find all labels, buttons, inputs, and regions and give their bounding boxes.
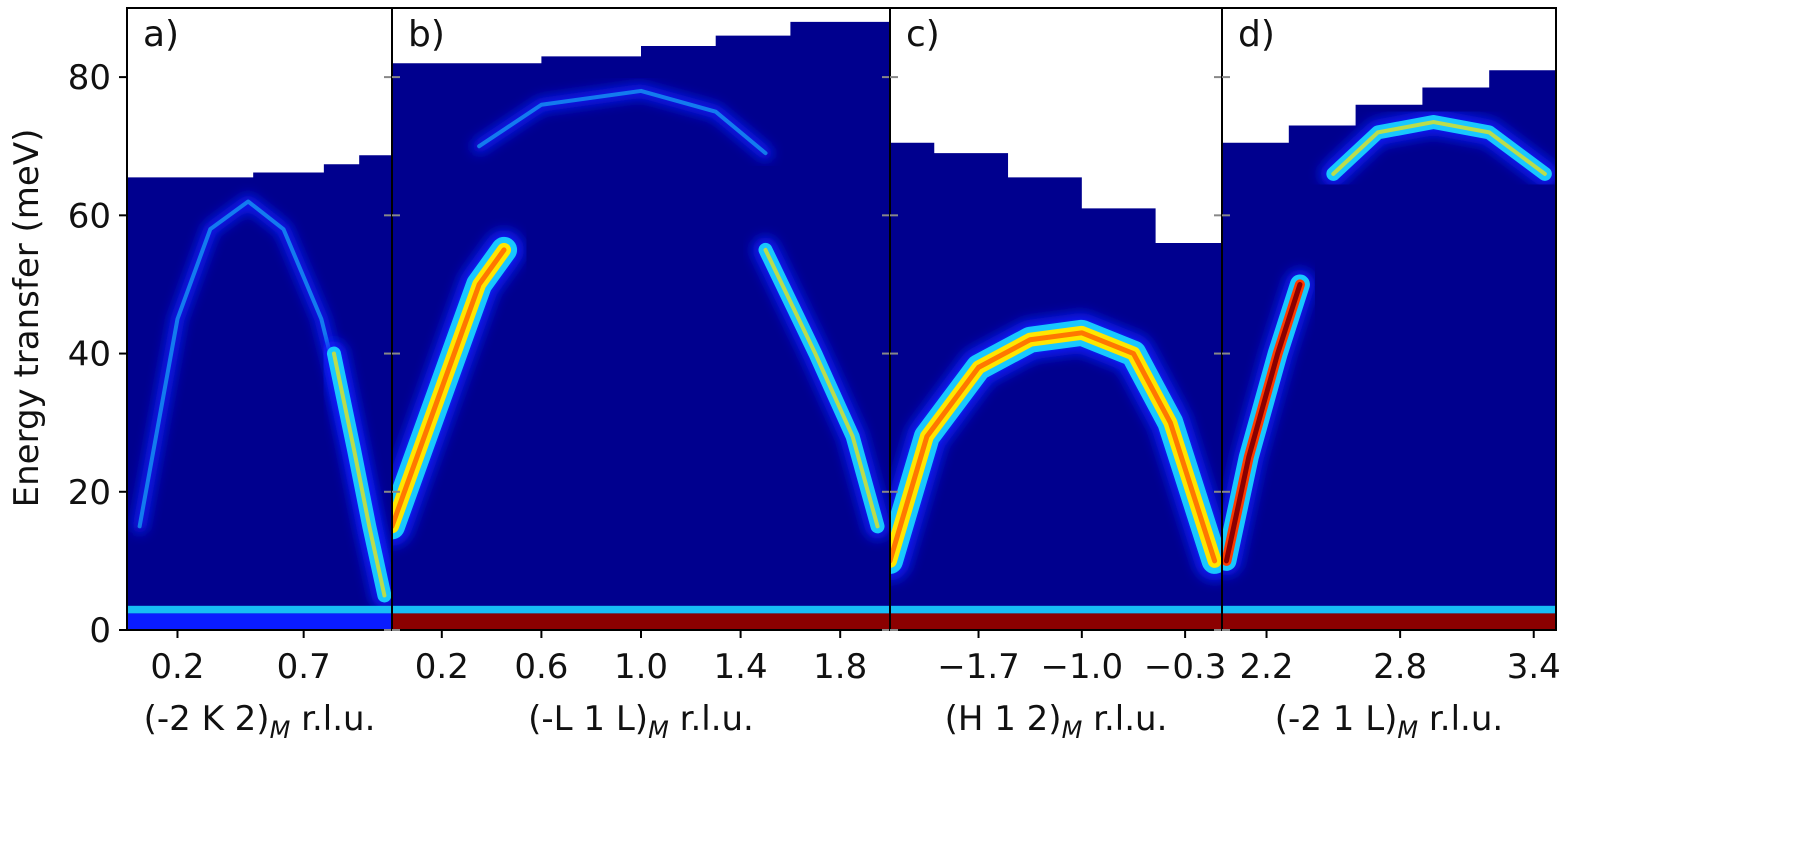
x-tick-label: 1.4 (714, 647, 768, 687)
y-tick-label: 20 (68, 473, 111, 513)
dispersion-arc-2 (320, 340, 392, 609)
panel-frame (1221, 7, 1557, 631)
panels-layer: a) 0.2 0.7 (-2 K 2)M r.l.u. b) 0.2 0.6 1.0 1.4 1.… (126, 7, 1561, 744)
x-tick-label: 0.7 (277, 647, 331, 687)
x-axis-label: (-2 1 L)M r.l.u. (1275, 699, 1503, 744)
coverage-region (890, 142, 1222, 630)
panel-b: b) 0.2 0.6 1.0 1.4 1.8 (-L 1 L)M r.l.u. (391, 7, 891, 744)
y-tick-label: 60 (68, 196, 111, 236)
panel-a: a) 0.2 0.7 (-2 K 2)M r.l.u. (126, 7, 393, 744)
x-tick-label: −1.7 (937, 647, 1020, 687)
panel-label: c) (906, 14, 940, 55)
panel-c: c) −1.7 −1.0 −0.3 (H 1 2)M r.l.u. (889, 7, 1227, 744)
y-axis: 0 20 40 60 80 (68, 58, 127, 651)
x-tick-label: 0.2 (415, 647, 469, 687)
dispersion-arc-1 (890, 312, 1222, 581)
x-tick-label: 1.8 (813, 647, 867, 687)
y-tick-label: 0 (89, 611, 111, 651)
y-tick-label: 40 (68, 335, 111, 375)
dispersion-arc-2 (1320, 109, 1556, 187)
x-tick-label: 1.0 (614, 647, 668, 687)
dispersion-arc-1 (1222, 269, 1315, 576)
panel-label: a) (143, 14, 179, 55)
y-axis-label: Energy transfer (meV) (7, 129, 47, 508)
coverage-region (1222, 56, 1556, 630)
elastic-line (1222, 613, 1556, 630)
x-axis-label: (H 1 2)M r.l.u. (945, 699, 1168, 744)
dispersion-arc-2 (472, 83, 773, 161)
x-tick-label: −1.0 (1041, 647, 1124, 687)
x-tick-label: 0.2 (150, 647, 204, 687)
x-tick-label: 2.8 (1373, 647, 1427, 687)
elastic-line-upper (127, 605, 392, 614)
panel-label: b) (408, 14, 445, 55)
y-tick-label: 80 (68, 58, 111, 98)
x-tick-label: 0.6 (514, 647, 568, 687)
x-axis-label: (-2 K 2)M r.l.u. (144, 699, 376, 744)
elastic-line-upper (890, 605, 1222, 614)
panel-d: d) 2.2 2.8 3.4(-2 1 L)M r.l.u. (1221, 7, 1561, 744)
elastic-line (127, 613, 392, 630)
elastic-line-upper (392, 605, 890, 614)
elastic-line (890, 613, 1222, 630)
x-tick-label: 3.4 (1507, 647, 1561, 687)
coverage-region (392, 14, 890, 630)
dispersion-arc-1 (392, 229, 525, 547)
dispersion-arc-3 (752, 236, 890, 540)
panel-label: d) (1238, 14, 1275, 55)
x-axis-label: (-L 1 L)M r.l.u. (528, 699, 754, 744)
elastic-line (392, 613, 890, 630)
x-tick-label: −0.3 (1144, 647, 1227, 687)
elastic-line-upper (1222, 605, 1556, 614)
x-tick-label: 2.2 (1239, 647, 1293, 687)
